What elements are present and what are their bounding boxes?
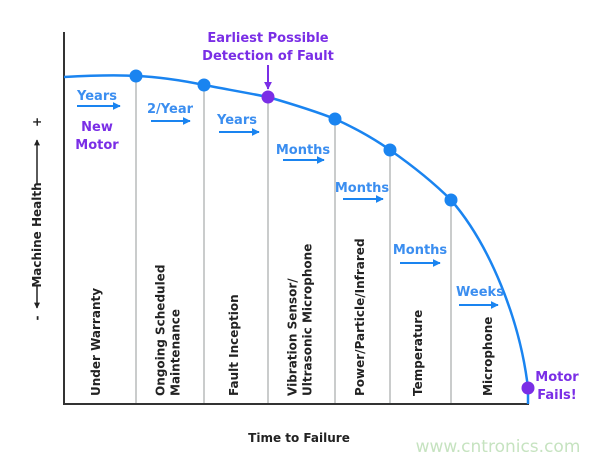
stage-label: Ongoing Scheduled [154, 265, 168, 396]
rate-label: Months [393, 243, 448, 258]
rate-label: Weeks [456, 285, 504, 300]
stage-dividers [135, 76, 452, 404]
stage-label: Fault Inception [227, 294, 241, 396]
y-minus: - [30, 315, 44, 320]
rate-label: Months [335, 181, 390, 196]
detection-label-2: Detection of Fault [202, 49, 334, 64]
milestone-point [129, 69, 143, 83]
milestone-point [383, 143, 397, 157]
y-axis-label: Machine Health [30, 182, 44, 287]
milestone-point-highlight [521, 381, 535, 395]
rate-label: Years [76, 89, 117, 104]
motor-fails-label-2: Fails! [537, 388, 576, 403]
y-plus: + [30, 117, 44, 127]
x-axis-label: Time to Failure [248, 431, 350, 445]
detection-label-1: Earliest Possible [207, 31, 328, 46]
rate-label: Months [276, 143, 331, 158]
stage-label: Power/Particle/Infrared [353, 238, 367, 396]
milestone-point [444, 193, 458, 207]
milestone-point-highlight [261, 90, 275, 104]
rate-label: 2/Year [147, 102, 194, 117]
watermark: www.cntronics.com [416, 437, 581, 457]
rate-label: Years [216, 113, 257, 128]
stage-label: Vibration Sensor/ [286, 278, 300, 396]
health-curve [63, 74, 530, 404]
milestone-point [328, 112, 342, 126]
stage-label: Temperature [411, 310, 425, 396]
new-motor-label-2: Motor [75, 138, 119, 153]
new-motor-label-1: New [81, 120, 113, 135]
stage-label: Ultrasonic Microphone [301, 244, 315, 396]
motor-fails-label-1: Motor [535, 370, 579, 385]
milestone-point [197, 78, 211, 92]
stage-label: Microphone [481, 317, 495, 396]
stage-label: Under Warranty [89, 288, 103, 396]
stage-label: Maintenance [169, 309, 183, 396]
